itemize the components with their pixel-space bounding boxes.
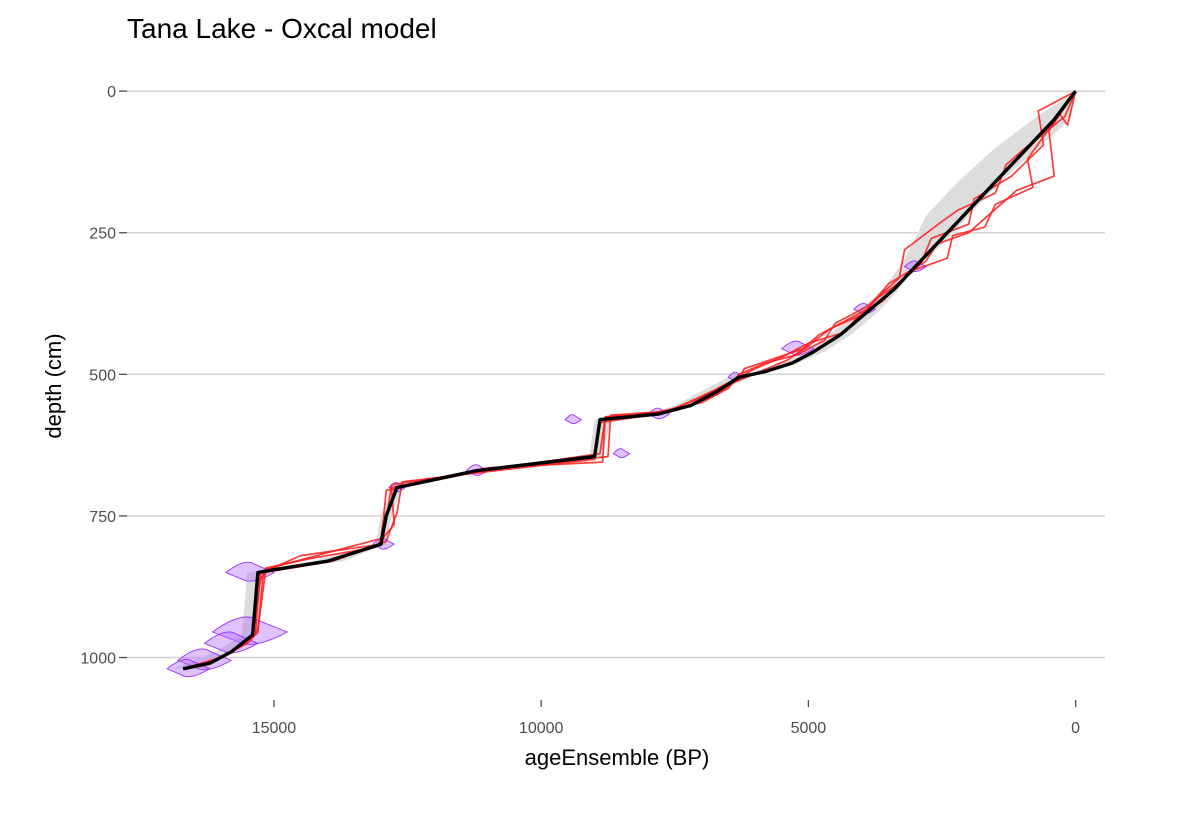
x-tick-label: 10000 (519, 720, 564, 737)
date-distribution (612, 448, 631, 459)
y-tick-label: 0 (107, 84, 116, 101)
date-distribution (176, 648, 233, 671)
y-tick-label: 750 (89, 509, 116, 526)
y-tick-label: 1000 (80, 651, 116, 668)
axis-ticks: 0 250 500 750 1000 15000 10000 5000 0 (80, 84, 1080, 737)
ensemble-series (182, 91, 1077, 670)
y-axis-title: depth (cm) (41, 333, 66, 438)
ensemble-series (182, 90, 1076, 670)
date-distribution (564, 414, 583, 425)
x-axis-title: ageEnsemble (BP) (525, 745, 710, 770)
ensemble-series (182, 90, 1077, 670)
chart-title: Tana Lake - Oxcal model (127, 13, 437, 44)
median-series (182, 90, 1077, 671)
y-tick-label: 500 (89, 367, 116, 384)
ensemble-lines (182, 90, 1077, 670)
x-tick-label: 5000 (791, 720, 827, 737)
y-tick-label: 250 (89, 226, 116, 243)
uncertainty-ribbon (172, 91, 1076, 669)
calibrated-dates (166, 260, 927, 678)
uncertainty-band (172, 91, 1076, 669)
median-line (182, 90, 1077, 671)
x-tick-label: 15000 (252, 720, 297, 737)
x-tick-label: 0 (1071, 720, 1080, 737)
ensemble-series (182, 90, 1077, 670)
